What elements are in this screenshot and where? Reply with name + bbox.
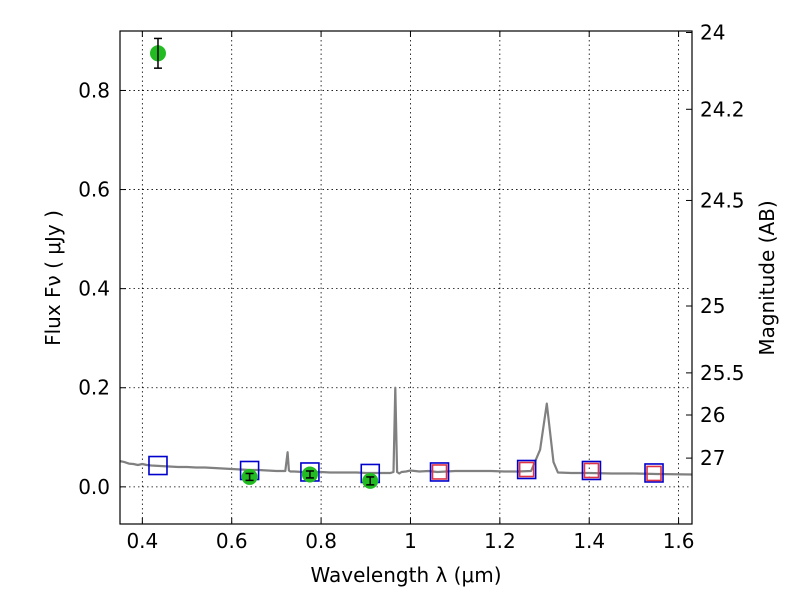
model-photometry-square-red — [646, 465, 662, 482]
x-tick-label: 1.6 — [663, 529, 695, 553]
y2-tick-label: 24.2 — [700, 97, 745, 121]
model-photometry-square-blue — [429, 462, 450, 482]
x-tick-label: 0.8 — [305, 529, 337, 553]
x-tick-label: 1.4 — [573, 529, 605, 553]
y2-tick-label: 24 — [700, 20, 725, 44]
model-photometry-square-blue — [148, 455, 168, 476]
x-tick-label: 0.4 — [126, 529, 158, 553]
x-tick-label: 1 — [404, 529, 417, 553]
axis-layer: 0.4 0.6 0.8 1 1.2 1.4 1.6 0.0 0.2 0.4 0.6 0.8 24 24.2… — [78, 20, 744, 553]
y2-tick-label: 26 — [700, 403, 725, 427]
model-photometry-square-red — [583, 462, 600, 479]
y2-tick-label: 25.5 — [700, 361, 745, 385]
y2-axis-title: Magnitude (AB) — [755, 200, 779, 355]
plot-frame — [119, 30, 693, 525]
plot-background — [120, 31, 692, 524]
data-layer — [120, 37, 692, 489]
model-photometry-square-red — [431, 464, 448, 480]
y-tick-label: 0.4 — [78, 277, 110, 301]
x-axis-title: Wavelength λ (μm) — [310, 563, 501, 587]
model-photometry-square-blue — [581, 460, 602, 481]
y-tick-label: 0.8 — [78, 78, 110, 102]
y2-tick-label: 27 — [700, 446, 725, 470]
y-tick-label: 0.6 — [78, 178, 110, 202]
model-photometry-square-red — [518, 461, 535, 478]
y-axis-title: Flux Fν ( μJy ) — [41, 210, 65, 346]
x-tick-label: 1.2 — [484, 529, 516, 553]
model-photometry-square-blue — [516, 459, 537, 480]
x-tick-label: 0.6 — [216, 529, 248, 553]
y2-tick-label: 24.5 — [700, 188, 745, 212]
y-tick-label: 0.2 — [78, 376, 110, 400]
grid-lines — [120, 31, 692, 524]
model-photometry-square-blue — [644, 463, 664, 483]
y-tick-label: 0.0 — [78, 475, 110, 499]
y2-tick-label: 25 — [700, 294, 725, 318]
